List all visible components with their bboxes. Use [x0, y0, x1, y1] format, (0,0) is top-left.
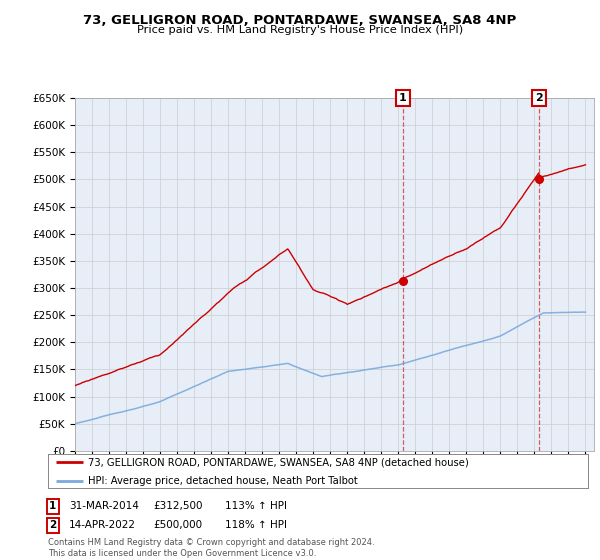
Text: 14-APR-2022: 14-APR-2022	[69, 520, 136, 530]
Text: £312,500: £312,500	[153, 501, 203, 511]
Text: 1: 1	[49, 501, 56, 511]
Text: 2: 2	[536, 93, 543, 103]
Text: 31-MAR-2014: 31-MAR-2014	[69, 501, 139, 511]
Text: Contains HM Land Registry data © Crown copyright and database right 2024.
This d: Contains HM Land Registry data © Crown c…	[48, 538, 374, 558]
Text: 1: 1	[398, 93, 406, 103]
Text: 73, GELLIGRON ROAD, PONTARDAWE, SWANSEA, SA8 4NP (detached house): 73, GELLIGRON ROAD, PONTARDAWE, SWANSEA,…	[89, 458, 469, 467]
Text: £500,000: £500,000	[153, 520, 202, 530]
Text: 113% ↑ HPI: 113% ↑ HPI	[225, 501, 287, 511]
Text: Price paid vs. HM Land Registry's House Price Index (HPI): Price paid vs. HM Land Registry's House …	[137, 25, 463, 35]
Text: 2: 2	[49, 520, 56, 530]
Text: HPI: Average price, detached house, Neath Port Talbot: HPI: Average price, detached house, Neat…	[89, 475, 358, 486]
Text: 73, GELLIGRON ROAD, PONTARDAWE, SWANSEA, SA8 4NP: 73, GELLIGRON ROAD, PONTARDAWE, SWANSEA,…	[83, 14, 517, 27]
Text: 118% ↑ HPI: 118% ↑ HPI	[225, 520, 287, 530]
